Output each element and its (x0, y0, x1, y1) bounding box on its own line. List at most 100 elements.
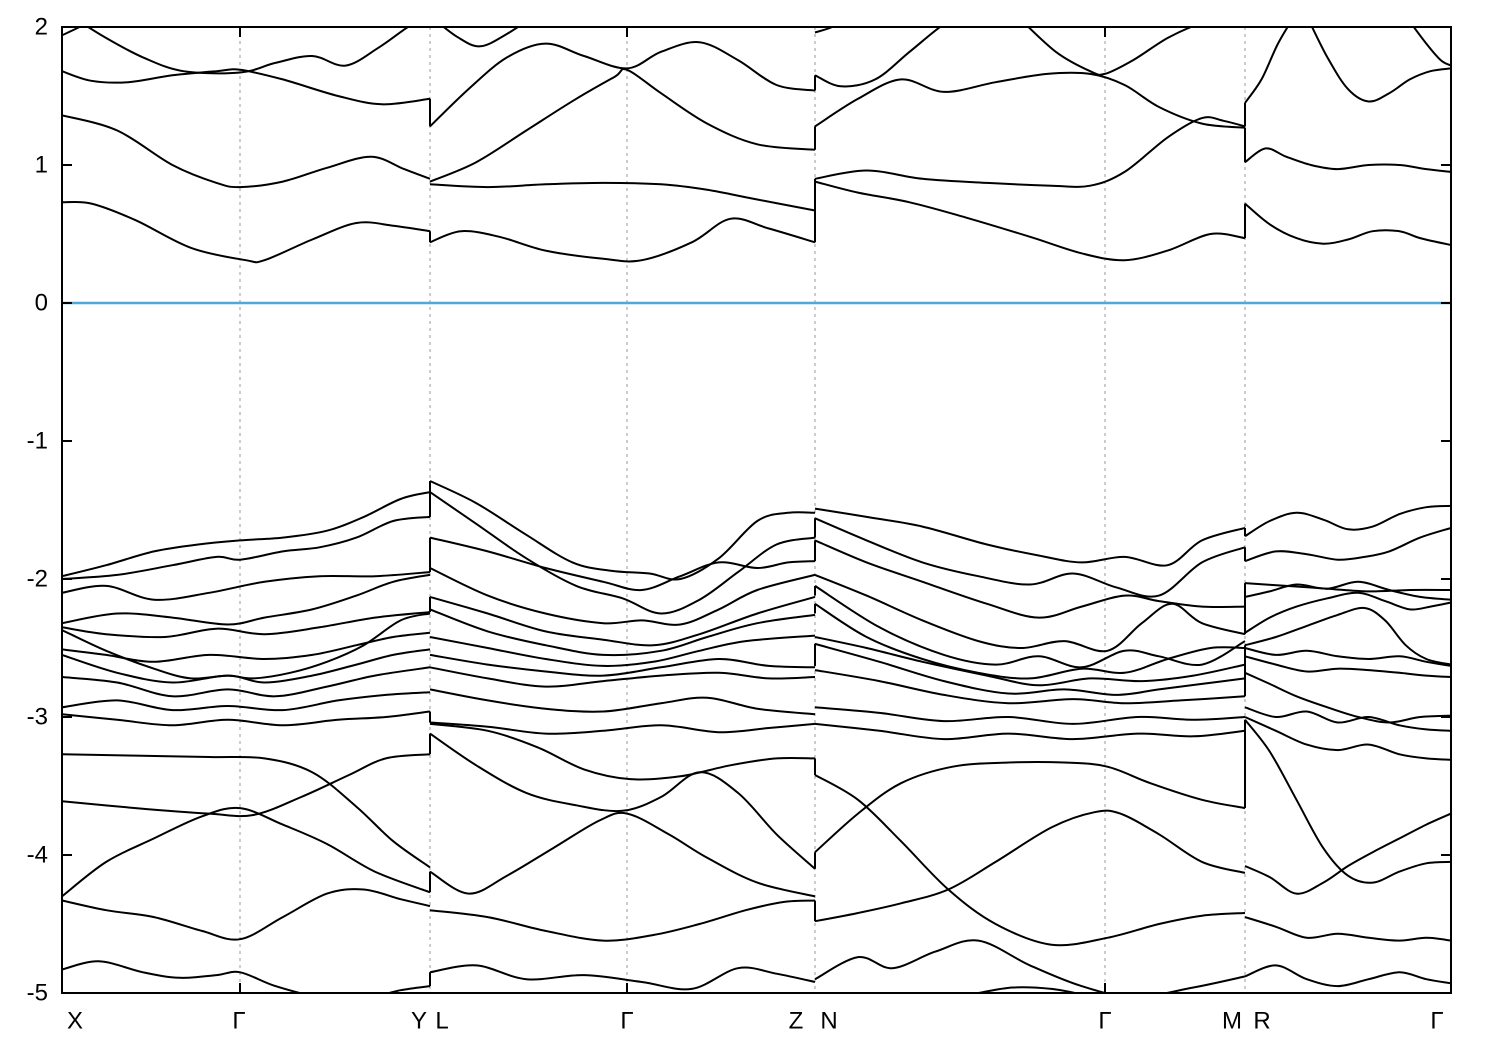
band-curve (429, 217, 816, 263)
band-curve (1310, 27, 1451, 103)
band-curve (429, 68, 816, 183)
band-curve (814, 71, 1246, 129)
k-point-label: Γ (1430, 1008, 1443, 1035)
band-curve (429, 567, 816, 626)
band-curve (1244, 716, 1451, 761)
band-curve (429, 688, 816, 716)
k-point-label: Γ (1098, 1008, 1111, 1035)
k-point-label: X (67, 1008, 83, 1035)
band-curve (429, 491, 816, 615)
band-curve (62, 611, 431, 639)
band-curve (62, 631, 431, 663)
y-axis-tick-label: -4 (27, 842, 48, 869)
band-curve (1244, 812, 1451, 895)
band-curve (62, 753, 431, 818)
y-axis-tick-label: 0 (35, 290, 48, 317)
band-curve (62, 806, 431, 898)
band-curve (1244, 606, 1451, 666)
band-curve (62, 571, 431, 601)
y-axis-tick-label: -2 (27, 566, 48, 593)
band-curve (814, 706, 1246, 725)
k-point-label: N (820, 1008, 837, 1035)
band-curve (429, 722, 816, 781)
band-curve (429, 181, 816, 212)
band-curve (86, 27, 410, 75)
band-curve (814, 774, 1246, 947)
band-curve (62, 573, 431, 626)
tick-marks (62, 26, 1451, 994)
band-curve (814, 27, 942, 88)
band-curve (1244, 504, 1451, 538)
y-axis-tick-label: -3 (27, 704, 48, 731)
k-point-label: M (1222, 1008, 1242, 1035)
plot-border (61, 26, 1452, 994)
band-curve (62, 710, 431, 727)
band-curve (814, 760, 1246, 853)
k-point-label: Z (789, 1008, 804, 1035)
band-curve (62, 612, 431, 680)
y-axis-tick-label: 1 (35, 152, 48, 179)
band-curve (62, 666, 431, 698)
k-point-label: Y (411, 1008, 427, 1035)
band-curve (62, 960, 431, 993)
band-curve (429, 732, 816, 870)
y-axis-tick-label: -1 (27, 428, 48, 455)
band-curve (429, 811, 816, 898)
band-curve (62, 68, 431, 106)
band-curve (814, 573, 1246, 653)
k-point-label: Γ (232, 1008, 245, 1035)
band-curve (1244, 655, 1451, 678)
band-curve (814, 722, 1246, 741)
band-curve (1244, 964, 1451, 988)
band-curve (62, 648, 431, 684)
band-curve (429, 608, 816, 657)
band-curve (814, 27, 835, 34)
band-curve (814, 507, 1246, 567)
band-curve (62, 114, 431, 189)
band-curve (429, 536, 816, 592)
y-axis-tick-label: 2 (35, 14, 48, 41)
band-curves (62, 27, 1451, 993)
band-curve (1244, 580, 1451, 601)
band-curve (429, 964, 816, 991)
band-curve (1244, 202, 1451, 246)
band-curve (1244, 916, 1451, 942)
band-curve (1244, 147, 1451, 173)
band-curve (62, 691, 431, 712)
band-curve (814, 809, 1246, 923)
band-curve (62, 200, 431, 264)
band-curve (62, 27, 82, 37)
band-curve (442, 27, 520, 48)
band-curve (1244, 647, 1451, 667)
band-curve (814, 939, 1246, 993)
band-curve (429, 595, 816, 647)
band-curve (1244, 706, 1451, 732)
band-curve (814, 517, 1246, 598)
band-junction-connectors (429, 75, 1246, 987)
band-curve (429, 653, 816, 677)
band-curve (814, 585, 1246, 669)
band-curve (429, 666, 816, 688)
band-curve (62, 491, 431, 578)
k-point-label: L (435, 1008, 448, 1035)
band-curve (1412, 27, 1451, 67)
band-curve (814, 636, 1246, 687)
band-curve (429, 480, 816, 581)
band-curve (1027, 27, 1194, 76)
band-curve (814, 180, 1246, 262)
band-curve (814, 669, 1246, 705)
band-curve (1244, 582, 1451, 593)
band-curve (814, 642, 1246, 696)
band-curve (814, 602, 1246, 680)
band-curve (429, 721, 816, 735)
band-curve (1244, 591, 1451, 634)
band-curve (62, 515, 431, 580)
band-curve (1244, 719, 1451, 884)
band-curve (429, 634, 816, 667)
y-axis-labels: 2 1 0 -1 -2 -3 -4 -5 (27, 14, 48, 1007)
band-curve (62, 753, 431, 869)
